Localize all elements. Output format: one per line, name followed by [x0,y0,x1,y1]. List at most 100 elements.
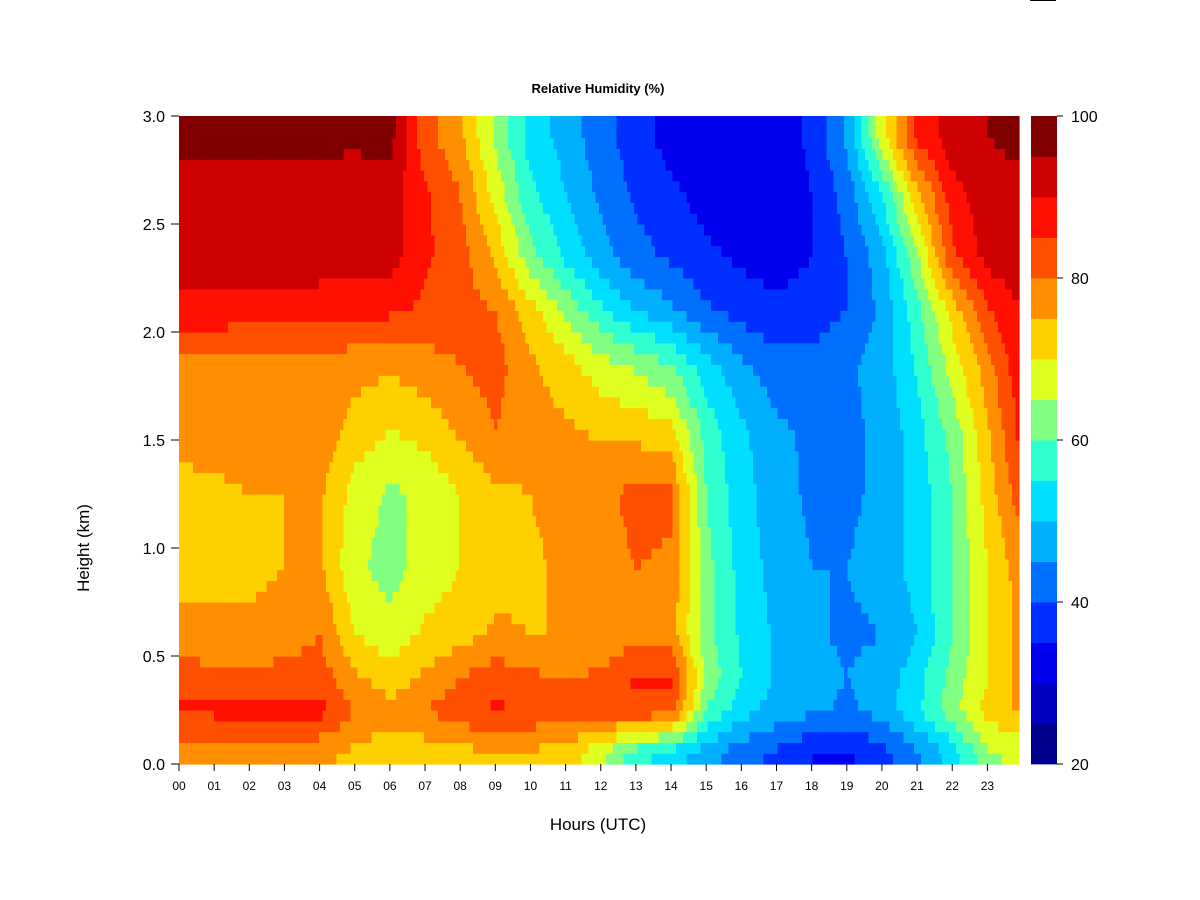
heatmap-cell [613,537,618,549]
heatmap-cell [501,656,506,668]
heatmap-cell [578,656,583,668]
heatmap-cell [819,699,824,711]
heatmap-cell [980,634,985,646]
heatmap-cell [487,580,492,592]
heatmap-cell [473,645,478,657]
heatmap-cell [196,699,201,711]
heatmap-cell [179,666,184,679]
heatmap-cell [515,710,520,722]
heatmap-cell [210,710,215,722]
heatmap-cell [490,720,495,733]
heatmap-cell [788,699,793,711]
heatmap-cell [686,699,691,711]
heatmap-cell [707,602,712,614]
heatmap-cell [627,612,632,625]
heatmap-cell [830,537,835,549]
heatmap-cell [623,634,628,646]
heatmap-cell [931,710,936,722]
heatmap-cell [690,537,695,549]
heatmap-cell [459,699,464,711]
heatmap-cell [238,666,243,679]
heatmap-cell [833,602,838,614]
heatmap-cell [791,634,796,646]
heatmap-cell [298,548,303,560]
heatmap-cell [907,753,912,765]
heatmap-cell [662,580,667,592]
heatmap-cell [364,742,369,754]
heatmap-cell [571,591,576,603]
heatmap-cell [434,548,439,560]
heatmap-cell [326,666,331,679]
heatmap-cell [210,720,215,733]
heatmap-cell [763,602,768,614]
heatmap-cell [725,688,730,700]
heatmap-cell [718,699,723,711]
heatmap-cell [697,591,702,603]
heatmap-cell [462,731,467,743]
heatmap-cell [592,645,597,657]
heatmap-cell [336,580,341,592]
heatmap-cell [182,710,187,722]
heatmap-cell [749,753,754,765]
heatmap-cell [231,580,236,592]
heatmap-cell [389,612,394,625]
heatmap-cell [697,720,702,733]
heatmap-cell [389,591,394,603]
heatmap-cell [819,710,824,722]
heatmap-cell [263,591,268,603]
heatmap-cell [427,666,432,679]
heatmap-cell [504,688,509,700]
heatmap-cell [238,710,243,722]
heatmap-cell [578,537,583,549]
heatmap-cell [616,558,621,571]
heatmap-cell [343,591,348,603]
heatmap-cell [693,720,698,733]
heatmap-cell [952,569,957,581]
heatmap-cell [231,602,236,614]
heatmap-cell [378,623,383,635]
heatmap-cell [725,569,730,581]
heatmap-cell [987,710,992,722]
heatmap-cell [305,537,310,549]
heatmap-cell [396,548,401,560]
heatmap-cell [854,558,859,571]
heatmap-cell [179,569,184,581]
heatmap-cell [609,537,614,549]
heatmap-cell [802,731,807,743]
heatmap-cell [875,612,880,625]
heatmap-cell [623,753,628,765]
heatmap-cell [466,699,471,711]
heatmap-cell [907,569,912,581]
heatmap-cell [490,666,495,679]
heatmap-cell [238,688,243,700]
heatmap-cell [410,753,415,765]
heatmap-cell [651,558,656,571]
heatmap-cell [1005,656,1010,668]
heatmap-cell [511,710,516,722]
heatmap-cell [714,742,719,754]
heatmap-cell [301,580,306,592]
heatmap-cell [385,710,390,722]
heatmap-cell [382,742,387,754]
heatmap-cell [417,753,422,765]
heatmap-cell [259,720,264,733]
heatmap-cell [847,558,852,571]
heatmap-cell [504,602,509,614]
heatmap-cell [511,612,516,625]
heatmap-cell [396,634,401,646]
heatmap-cell [459,591,464,603]
heatmap-cell [578,753,583,765]
heatmap-cell [970,645,975,657]
heatmap-cell [382,623,387,635]
heatmap-cell [1008,710,1013,722]
heatmap-cell [336,602,341,614]
heatmap-cell [574,710,579,722]
heatmap-cell [693,623,698,635]
heatmap-cell [238,591,243,603]
heatmap-cell [588,731,593,743]
heatmap-cell [683,548,688,560]
heatmap-cell [480,558,485,571]
heatmap-cell [924,634,929,646]
heatmap-cell [515,548,520,560]
heatmap-cell [329,548,334,560]
